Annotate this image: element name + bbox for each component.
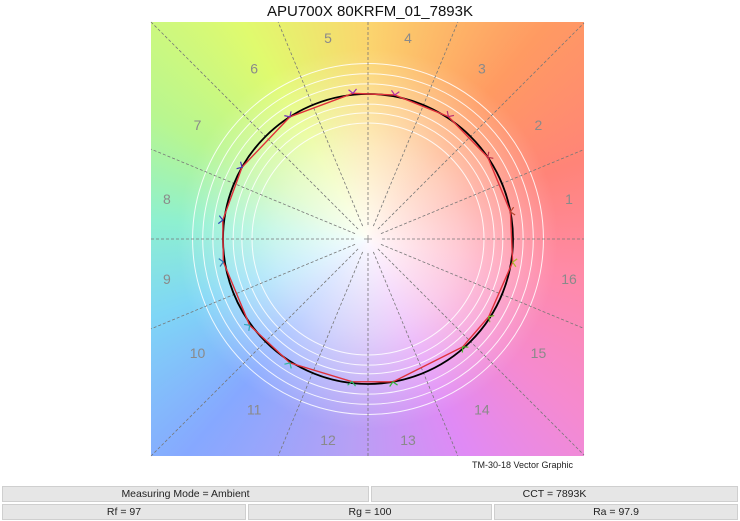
chart-caption: TM-30-18 Vector Graphic	[472, 460, 574, 470]
bin-label-6: 6	[250, 61, 258, 77]
bin-label-8: 8	[163, 191, 171, 207]
cct-cell: CCT = 7893K	[371, 486, 738, 502]
bin-boundary-line	[377, 22, 585, 230]
vector-arrow-bin-15	[487, 314, 495, 323]
bin-label-3: 3	[478, 61, 486, 77]
vector-arrow-bin-9	[218, 258, 225, 267]
bin-label-9: 9	[163, 271, 171, 287]
bin-label-10: 10	[190, 345, 206, 361]
vector-arrow-bin-12	[347, 380, 356, 387]
vector-arrow-bin-16	[511, 258, 518, 268]
vector-arrow-bin-1	[509, 206, 516, 216]
vector-arrow-bin-3	[446, 110, 455, 118]
bin-boundary-line	[150, 21, 359, 230]
vector-arrow-bin-14	[461, 346, 469, 353]
bin-label-2: 2	[535, 117, 543, 133]
bin-boundary-line	[150, 248, 359, 457]
bin-boundary-line	[377, 248, 585, 456]
bin-label-14: 14	[474, 401, 490, 417]
rg-cell: Rg = 100	[248, 504, 492, 520]
ra-cell: Ra = 97.9	[494, 504, 738, 520]
vector-arrow-bin-2	[487, 151, 494, 159]
bin-boundary-line	[150, 243, 356, 330]
bin-boundary-line	[277, 21, 364, 227]
bin-label-16: 16	[561, 271, 577, 287]
vector-arrow-bin-5	[348, 88, 357, 95]
bin-boundary-line	[372, 21, 459, 227]
bin-label-5: 5	[324, 30, 332, 46]
bin-label-11: 11	[247, 401, 262, 417]
bin-label-12: 12	[320, 432, 336, 448]
rf-cell: Rf = 97	[2, 504, 246, 520]
bin-label-1: 1	[565, 191, 573, 207]
bin-boundary-line	[380, 243, 585, 329]
bin-boundary-line	[150, 148, 356, 235]
vector-arrow-bin-6	[284, 111, 292, 118]
bin-boundary-line	[372, 251, 459, 457]
vector-arrow-bin-4	[390, 90, 400, 96]
measuring-mode-cell: Measuring Mode = Ambient	[2, 486, 369, 502]
bin-label-4: 4	[404, 30, 412, 46]
bin-label-13: 13	[400, 432, 416, 448]
chart-title: APU700X 80KRFM_01_7893K	[267, 3, 473, 20]
vector-arrow-bin-11	[284, 362, 292, 369]
bin-label-7: 7	[194, 117, 202, 133]
vector-arrow-bin-13	[389, 381, 398, 387]
vector-arrow-bin-10	[243, 323, 251, 331]
bin-boundary-line	[380, 149, 585, 235]
vector-arrow-bin-7	[236, 161, 243, 170]
bin-boundary-line	[277, 251, 364, 457]
bin-label-15: 15	[531, 345, 547, 361]
vector-arrow-bin-8	[217, 215, 224, 225]
